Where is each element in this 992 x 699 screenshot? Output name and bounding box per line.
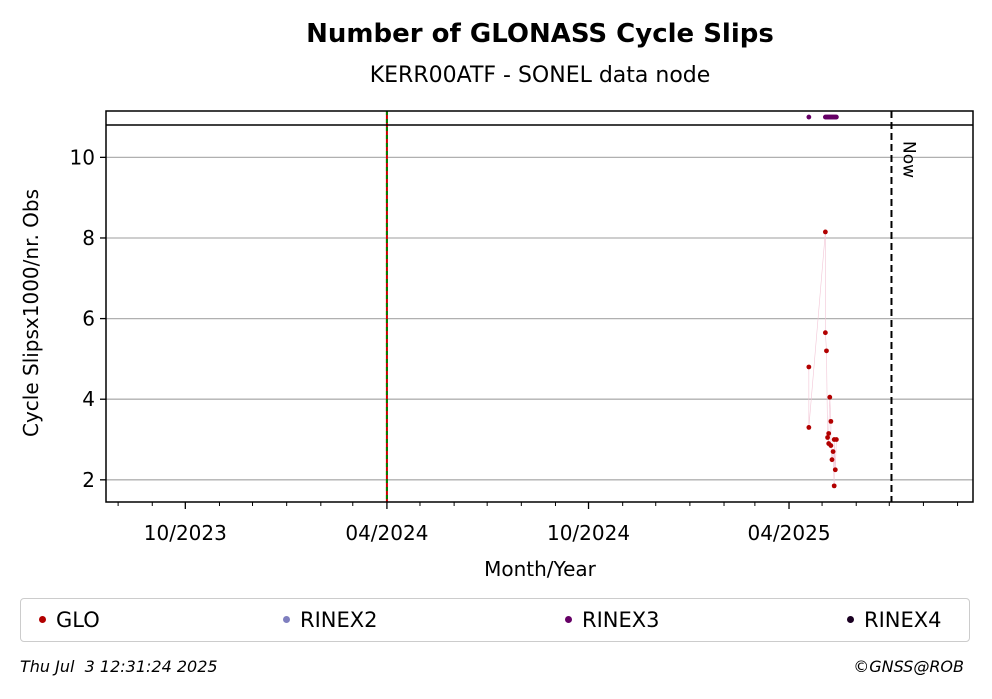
y-axis-label: Cycle Slipsx1000/nr. Obs: [19, 189, 43, 437]
y-tick-label: 2: [82, 468, 95, 492]
glo-point: [806, 425, 812, 430]
legend-label-glo: GLO: [56, 607, 100, 632]
glo-point: [827, 394, 833, 400]
glo-point: [826, 431, 832, 436]
plot-frame: [105, 110, 974, 503]
legend: GLO RINEX2 RINEX3 RINEX4: [20, 598, 970, 642]
legend-item-rinex4: RINEX4: [847, 599, 942, 640]
data-points: [806, 114, 839, 489]
legend-label-rinex4: RINEX4: [864, 607, 942, 632]
glo-point: [831, 483, 837, 489]
glo-point: [825, 435, 830, 440]
rinex3-point: [806, 114, 812, 120]
footer-timestamp: Thu Jul 3 12:31:24 2025: [20, 657, 218, 676]
rinex4-marker-icon: [847, 616, 854, 623]
gridlines: [106, 156, 973, 481]
y-tick-label: 4: [82, 387, 95, 411]
legend-label-rinex3: RINEX3: [582, 607, 660, 632]
glo-point: [828, 418, 834, 424]
glo-series-line: [808, 231, 837, 486]
x-tick-label: 04/2025: [747, 521, 830, 545]
y-tick-label: 6: [82, 307, 95, 331]
glo-point: [832, 467, 838, 473]
rinex2-marker-icon: [283, 616, 290, 623]
x-tick-label: 10/2024: [547, 521, 630, 545]
y-axis-ticks: 2 4 6 8 10: [70, 145, 106, 492]
glo-point: [824, 348, 829, 354]
x-axis-ticks: 10/2023 04/2024 10/2024 04/2025: [117, 502, 959, 545]
glo-point: [828, 443, 834, 448]
glo-point: [822, 330, 828, 336]
chart-title: Number of GLONASS Cycle Slips: [306, 19, 774, 49]
glo-point: [822, 229, 828, 235]
glo-point: [830, 449, 836, 455]
legend-item-rinex2: RINEX2: [283, 599, 378, 640]
legend-item-rinex3: RINEX3: [565, 599, 660, 640]
now-label: Now: [898, 141, 918, 178]
x-axis-label: Month/Year: [484, 557, 597, 581]
footer-credit: ©GNSS@ROB: [853, 657, 964, 676]
legend-label-rinex2: RINEX2: [300, 607, 378, 632]
y-tick-label: 8: [82, 226, 95, 250]
y-tick-label: 10: [70, 145, 95, 169]
x-tick-label: 10/2023: [144, 521, 227, 545]
rinex3-marker-icon: [565, 616, 572, 623]
glo-point: [806, 364, 812, 370]
rinex3-point: [833, 114, 839, 120]
glo-marker-icon: [39, 616, 46, 623]
legend-item-glo: GLO: [39, 599, 100, 640]
glo-point: [833, 437, 839, 442]
glo-point: [829, 457, 835, 463]
x-tick-label: 04/2024: [345, 521, 428, 545]
chart-subtitle: KERR00ATF - SONEL data node: [370, 63, 711, 88]
vertical-markers: Now: [385, 111, 918, 502]
